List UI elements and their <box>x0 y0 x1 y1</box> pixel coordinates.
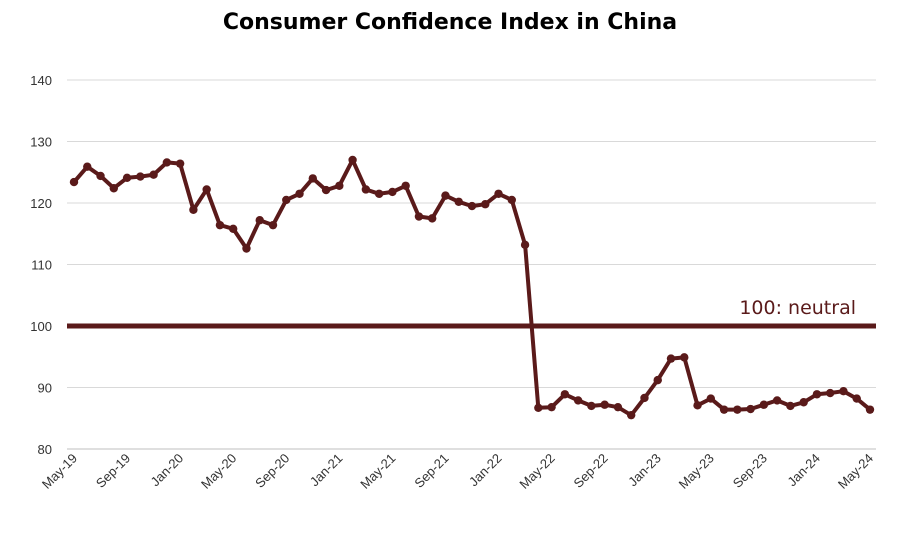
data-point <box>295 189 304 198</box>
data-point <box>109 184 119 193</box>
x-tick-label: Sep-22 <box>571 451 611 491</box>
data-point <box>361 185 371 194</box>
data-point <box>520 240 530 250</box>
data-point <box>175 159 185 168</box>
data-point <box>627 410 636 420</box>
data-point <box>467 201 477 211</box>
x-tick-label: Jan-21 <box>307 451 346 490</box>
data-point <box>653 375 662 385</box>
data-point <box>786 401 795 411</box>
data-point <box>494 189 503 198</box>
data-point <box>481 200 490 209</box>
data-point <box>162 158 172 167</box>
data-point <box>640 393 649 403</box>
data-point <box>149 170 158 179</box>
y-tick-label: 110 <box>31 258 52 273</box>
x-tick-label: May-21 <box>357 451 398 492</box>
x-tick-label: Jan-20 <box>148 451 187 490</box>
data-point <box>772 396 782 405</box>
data-point <box>534 403 543 412</box>
series-line <box>72 157 872 418</box>
x-tick-label: May-20 <box>198 451 239 492</box>
data-point <box>441 191 450 200</box>
data-point <box>136 172 145 181</box>
data-point <box>733 405 742 414</box>
data-point <box>680 353 689 362</box>
data-point <box>83 162 92 171</box>
data-point <box>69 177 79 187</box>
x-tick-label: Jan-24 <box>784 451 823 490</box>
data-point <box>96 171 105 181</box>
y-tick-label: 100 <box>30 319 52 334</box>
data-point <box>401 181 410 190</box>
data-point <box>573 396 583 405</box>
data-point <box>308 174 317 183</box>
data-point <box>507 195 516 205</box>
y-tick-label: 120 <box>30 196 52 211</box>
data-point <box>255 216 264 225</box>
data-point <box>428 214 437 223</box>
x-tick-label: Sep-19 <box>93 451 133 491</box>
data-point <box>388 187 397 197</box>
data-point <box>759 400 769 409</box>
data-point <box>547 402 556 412</box>
data-point <box>229 224 238 234</box>
x-tick-label: Sep-20 <box>252 451 292 491</box>
y-tick-label: 140 <box>30 73 52 88</box>
x-tick-label: Sep-23 <box>730 451 770 491</box>
y-tick-label: 80 <box>38 442 52 457</box>
grid-layer <box>67 79 876 450</box>
data-point <box>706 394 715 403</box>
x-tick-label: Jan-22 <box>466 451 505 490</box>
series-layer <box>69 155 875 420</box>
data-point <box>242 244 251 253</box>
data-point <box>865 405 875 414</box>
data-point <box>719 405 729 414</box>
data-point <box>414 212 424 221</box>
x-tick-label: May-23 <box>676 451 717 492</box>
data-point <box>560 390 570 399</box>
data-point <box>189 205 198 214</box>
data-point <box>666 354 676 363</box>
data-point <box>348 155 357 165</box>
reference-layer: 100: neutral <box>67 297 876 329</box>
data-point <box>202 185 211 194</box>
data-point <box>812 390 822 399</box>
data-point <box>454 197 463 206</box>
data-point <box>587 401 596 411</box>
y-tick-label: 90 <box>38 381 52 396</box>
x-tick-label: Sep-21 <box>411 451 451 491</box>
data-point <box>268 220 278 230</box>
chart-title: Consumer Confidence Index in China <box>222 10 678 35</box>
data-point <box>374 189 384 198</box>
data-point <box>839 386 848 396</box>
data-point <box>613 402 623 412</box>
reference-line-label: 100: neutral <box>739 297 856 319</box>
x-tick-label: May-24 <box>835 451 876 492</box>
x-tick-label: May-22 <box>516 451 557 492</box>
x-tick-label: Jan-23 <box>625 451 664 490</box>
data-point <box>282 195 291 205</box>
data-point <box>215 220 225 230</box>
data-point <box>321 185 331 195</box>
data-point <box>122 173 132 182</box>
data-point <box>799 398 808 407</box>
data-point <box>746 404 755 414</box>
y-tick-label: 130 <box>30 135 52 150</box>
data-point <box>693 401 702 410</box>
data-point <box>335 181 344 190</box>
data-point <box>826 388 835 398</box>
data-point <box>852 394 861 403</box>
data-point <box>600 400 609 409</box>
